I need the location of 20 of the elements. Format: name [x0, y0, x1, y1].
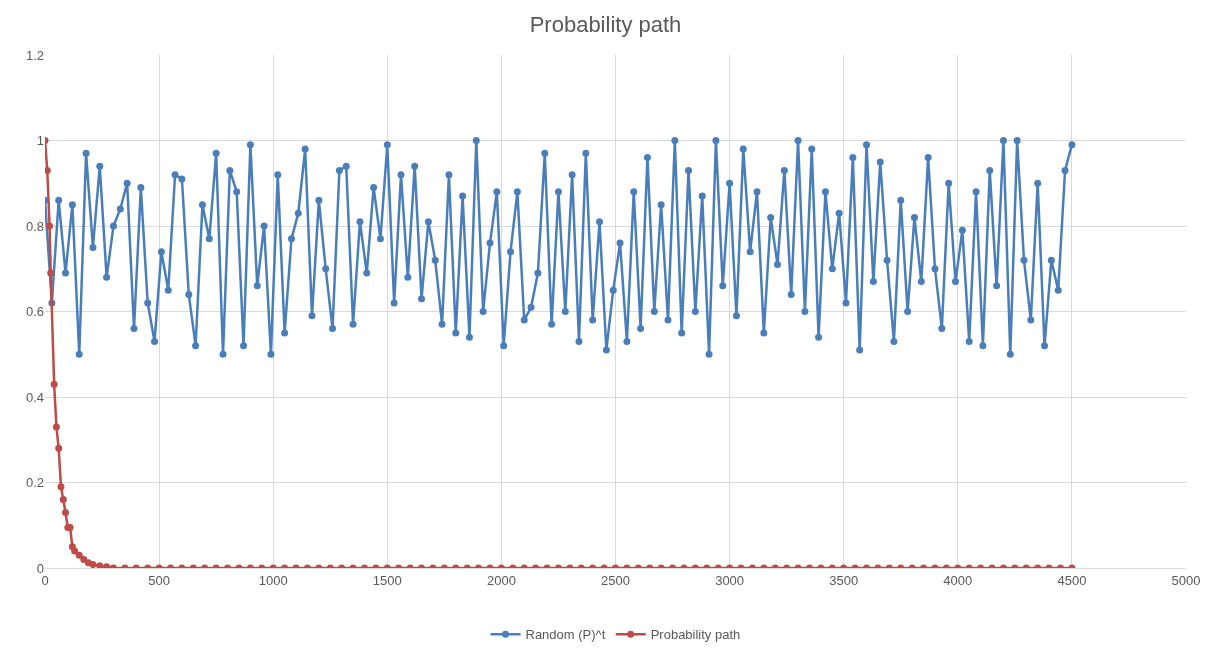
x-tick-label: 1000	[258, 572, 288, 588]
legend-label: Random (P)^t	[525, 627, 606, 643]
x-tick-label: 500	[148, 572, 170, 588]
x-tick-label: 5000	[1171, 572, 1201, 588]
y-tick-label: 0.8	[25, 218, 44, 234]
y-tick-label: 1	[36, 133, 44, 149]
x-tick-label: 4000	[943, 572, 973, 588]
x-tick-label: 2500	[601, 572, 630, 588]
y-tick-label: 0	[36, 560, 44, 576]
x-tick-label: 3000	[715, 572, 745, 588]
legend-label: Probability path	[650, 627, 741, 643]
y-tick-label: 0.4	[25, 389, 44, 405]
y-tick-label: 0.6	[25, 304, 44, 320]
x-tick-label: 2000	[486, 572, 516, 588]
x-tick-label: 1500	[372, 572, 402, 588]
x-tick-label: 3500	[829, 572, 859, 588]
y-tick-label: 0.2	[25, 475, 44, 491]
y-tick-label: 1.2	[25, 47, 44, 63]
chart-title: Probability path	[529, 11, 682, 37]
x-tick-label: 4500	[1057, 572, 1087, 588]
